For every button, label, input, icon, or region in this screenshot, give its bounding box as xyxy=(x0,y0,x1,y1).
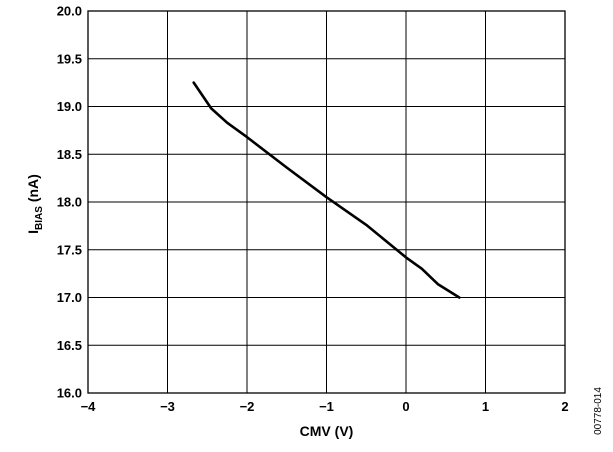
plot-area-frame xyxy=(87,10,566,394)
x-tick-label: 1 xyxy=(482,399,489,414)
y-axis-label-main: I xyxy=(25,230,41,234)
y-axis-ticks: 16.0 16.5 17.0 17.5 18.0 18.5 19.0 19.5 20.0 xyxy=(57,4,82,401)
series-line xyxy=(192,81,461,299)
y-tick-label: 16.0 xyxy=(57,386,82,401)
x-tick-label: 0 xyxy=(402,399,409,414)
y-tick-label: 18.0 xyxy=(57,195,82,210)
figure-id: 00778-014 xyxy=(593,387,604,435)
y-tick-label: 16.5 xyxy=(57,338,82,353)
y-axis-label-unit: (nA) xyxy=(25,174,41,206)
y-tick-label: 17.5 xyxy=(57,242,82,257)
y-tick-label: 19.5 xyxy=(57,51,82,66)
y-tick-label: 19.0 xyxy=(57,99,82,114)
x-tick-label: −2 xyxy=(240,399,255,414)
x-tick-label: 2 xyxy=(561,399,568,414)
x-tick-label: −3 xyxy=(160,399,175,414)
y-axis-label-subscript: BIAS xyxy=(34,206,45,230)
y-tick-label: 18.5 xyxy=(57,147,82,162)
series-layer xyxy=(192,81,461,299)
y-tick-label: 17.0 xyxy=(57,290,82,305)
y-axis-label: IBIAS (nA) xyxy=(25,174,45,234)
x-axis-label: CMV (V) xyxy=(300,423,354,439)
x-tick-label: −4 xyxy=(81,399,97,414)
x-tick-label: −1 xyxy=(319,399,334,414)
x-axis-ticks: −4 −3 −2 −1 0 1 2 xyxy=(81,399,569,414)
grid-lines xyxy=(87,10,566,394)
y-tick-label: 20.0 xyxy=(57,4,82,19)
